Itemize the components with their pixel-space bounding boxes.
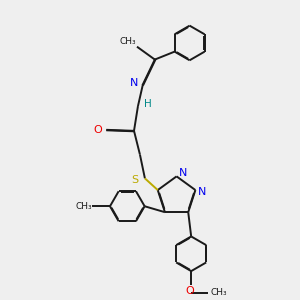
Text: N: N xyxy=(198,187,206,197)
Text: N: N xyxy=(130,78,138,88)
Text: S: S xyxy=(131,175,139,185)
Text: CH₃: CH₃ xyxy=(120,37,136,46)
Text: H: H xyxy=(144,99,152,109)
Text: O: O xyxy=(93,125,102,135)
Text: O: O xyxy=(186,286,195,296)
Text: CH₃: CH₃ xyxy=(76,202,93,211)
Text: CH₃: CH₃ xyxy=(211,288,227,297)
Text: N: N xyxy=(179,168,188,178)
